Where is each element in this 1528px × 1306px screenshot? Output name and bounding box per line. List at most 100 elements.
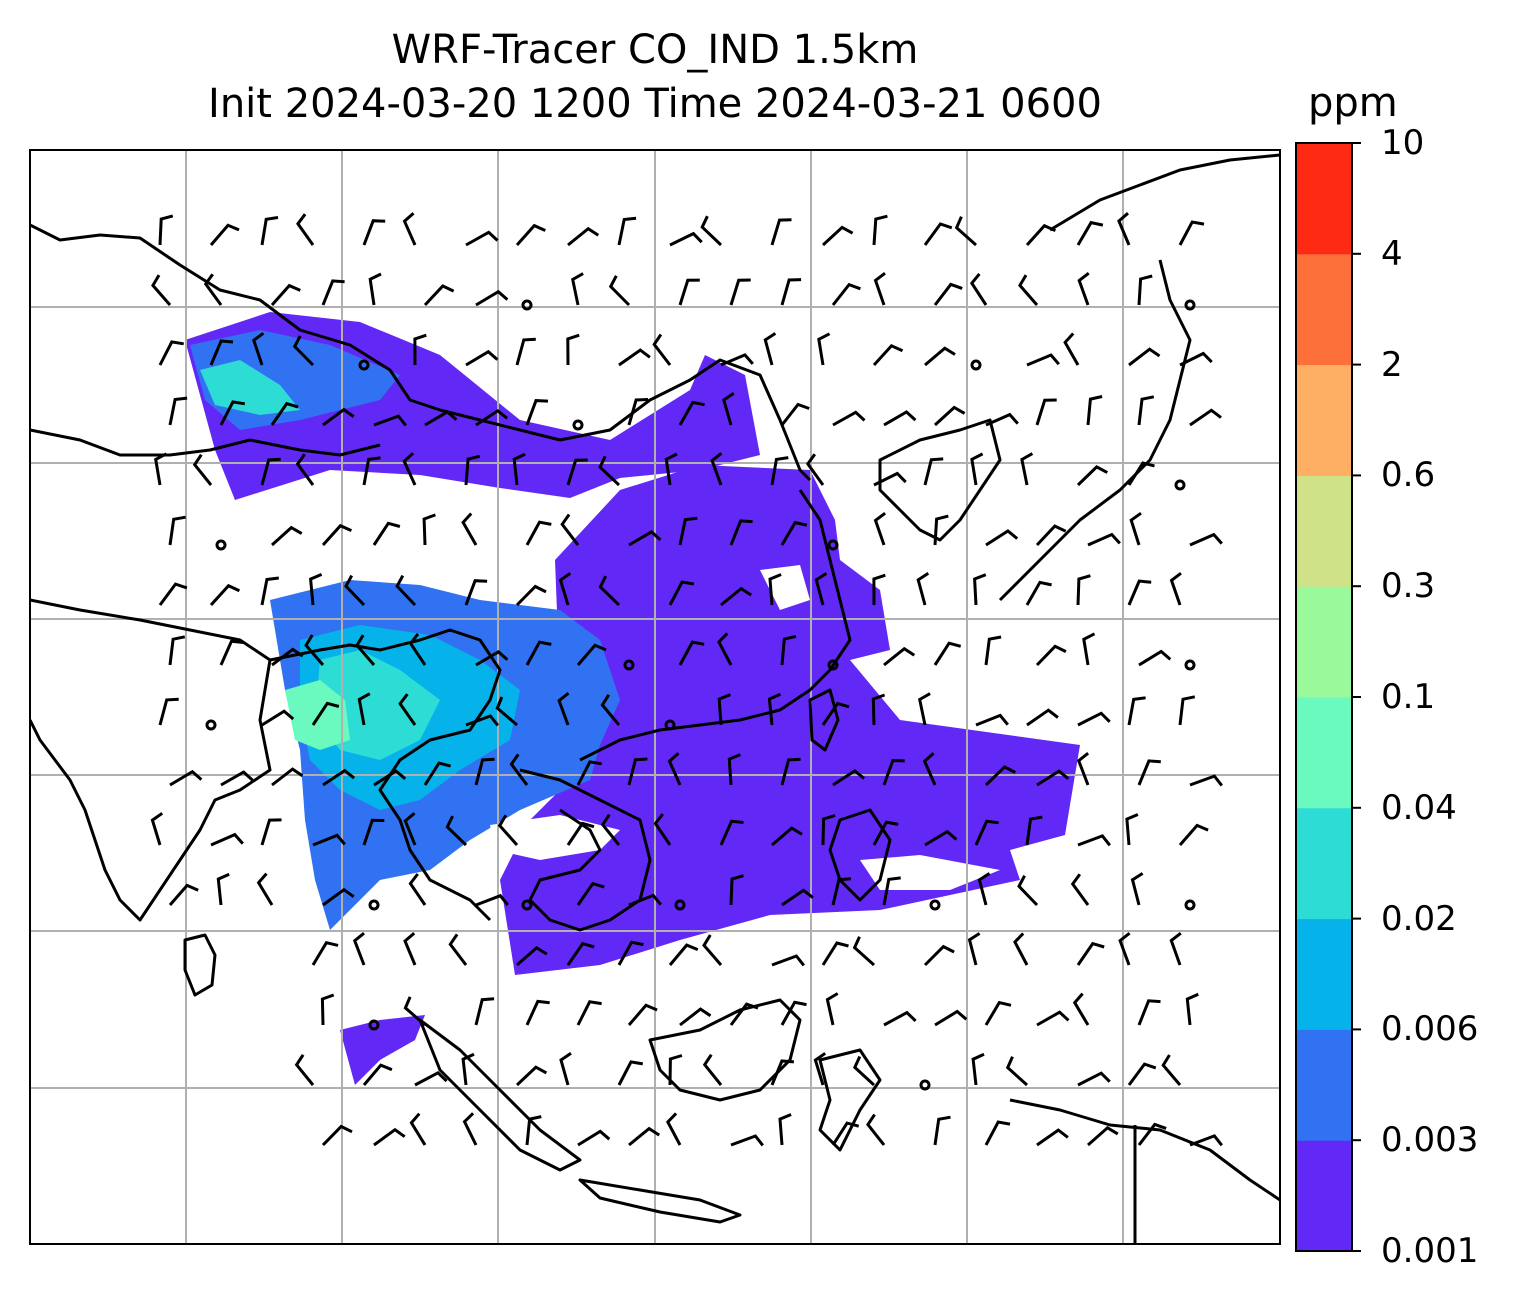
wind-barb: [719, 819, 744, 846]
wind-barb: [771, 826, 803, 847]
calm-wind-marker: [674, 899, 686, 911]
wind-barb: [831, 282, 861, 306]
wind-barb: [1076, 752, 1090, 786]
wind-barb: [975, 713, 1009, 727]
wind-barb: [668, 580, 695, 606]
wind-barb: [729, 519, 753, 546]
wind-barb: [154, 452, 168, 486]
wind-barb: [422, 513, 436, 546]
wind-barb: [665, 1112, 682, 1146]
wind-barb: [923, 222, 953, 246]
wind-barb: [617, 216, 637, 246]
wind-barb: [395, 574, 417, 607]
wind-barb: [1036, 1128, 1069, 1147]
wind-barb: [525, 520, 552, 546]
wind-barb: [1077, 272, 1090, 306]
wind-barb: [1118, 932, 1131, 966]
wind-barb: [311, 701, 340, 726]
wind-barb: [373, 1127, 406, 1147]
wind-barb: [628, 1126, 661, 1147]
wind-barb: [805, 453, 825, 486]
map-title-line-1: WRF-Tracer CO_IND 1.5km: [391, 27, 919, 73]
coastlines-and-borders: [30, 153, 1280, 1244]
clean-air-hole: [760, 565, 810, 610]
calm-wind-marker: [1184, 659, 1196, 671]
wind-barb: [1087, 532, 1121, 547]
wind-barb: [1076, 941, 1105, 966]
calm-wind-marker: [368, 1019, 380, 1031]
wind-barb: [730, 1134, 764, 1147]
wind-barb: [780, 402, 810, 426]
wind-barb: [571, 272, 584, 306]
wind-barb: [216, 872, 230, 906]
wind-barb: [525, 640, 552, 666]
calm-wind-marker: [368, 899, 380, 911]
wind-barb: [832, 410, 866, 427]
wind-barb: [866, 1113, 886, 1146]
wind-barb: [474, 757, 495, 786]
wind-barb: [408, 873, 427, 906]
wind-barb: [702, 1053, 723, 1086]
wind-barb: [922, 752, 937, 786]
wind-barb: [1189, 1134, 1223, 1147]
wind-barb: [668, 943, 699, 966]
wind-barb: [918, 692, 931, 726]
wind-barb: [600, 813, 621, 846]
wind-barb: [971, 1052, 985, 1086]
wind-barb: [1127, 696, 1146, 726]
wind-barb: [362, 219, 386, 246]
wind-barb: [1026, 353, 1060, 367]
wind-barb: [475, 408, 509, 427]
wind-barb: [270, 525, 303, 547]
wind-barb: [566, 458, 588, 486]
wind-barb: [424, 410, 458, 427]
wind-barb: [916, 572, 930, 606]
wind-barb: [617, 940, 644, 966]
wind-barb: [1070, 873, 1090, 906]
wind-barb: [270, 401, 299, 426]
wind-barb: [322, 407, 355, 427]
wind-barb: [210, 832, 244, 847]
wind-barb: [873, 512, 886, 546]
wind-barb: [933, 282, 963, 306]
wind-barb: [1137, 1122, 1167, 1146]
wind-barb: [557, 692, 570, 726]
wind-barb: [475, 289, 509, 307]
wind-barb: [627, 757, 648, 786]
colorbar-tick-label: 2: [1381, 344, 1403, 385]
colorbar-tick-label: 0.3: [1381, 566, 1436, 607]
wind-barb: [577, 1129, 611, 1147]
wind-barb: [309, 573, 323, 606]
wind-barb: [984, 635, 1002, 666]
wind-barb: [1178, 695, 1196, 726]
wind-barb: [817, 332, 831, 366]
wind-barb: [872, 214, 888, 246]
wind-barb: [158, 340, 184, 366]
calm-wind-marker: [623, 659, 635, 671]
wind-barb: [1137, 274, 1153, 306]
wind-barb: [576, 1000, 602, 1026]
new-guinea: [1009, 1098, 1280, 1202]
wind-barb: [465, 349, 499, 367]
wind-barb: [1127, 579, 1152, 606]
wind-barb: [770, 218, 792, 246]
wind-barb: [778, 1113, 792, 1146]
wind-barb: [1137, 999, 1161, 1026]
wind-barb: [977, 872, 991, 906]
wind-barb: [321, 523, 353, 547]
wind-barb: [1137, 759, 1161, 786]
wind-barb: [209, 339, 234, 366]
wind-barb: [497, 814, 519, 846]
wind-barb: [780, 757, 801, 786]
wind-barbs: [150, 212, 1223, 1147]
wind-barb: [1125, 813, 1139, 846]
wind-barb: [821, 814, 836, 846]
wind-barb: [321, 1124, 353, 1147]
wind-barb: [322, 768, 356, 787]
wind-barb: [722, 392, 735, 426]
wind-barb: [1076, 220, 1104, 246]
wind-barb: [408, 632, 427, 666]
wind-barb: [566, 941, 595, 966]
calm-wind-marker: [215, 539, 227, 551]
wind-barb: [768, 573, 782, 606]
